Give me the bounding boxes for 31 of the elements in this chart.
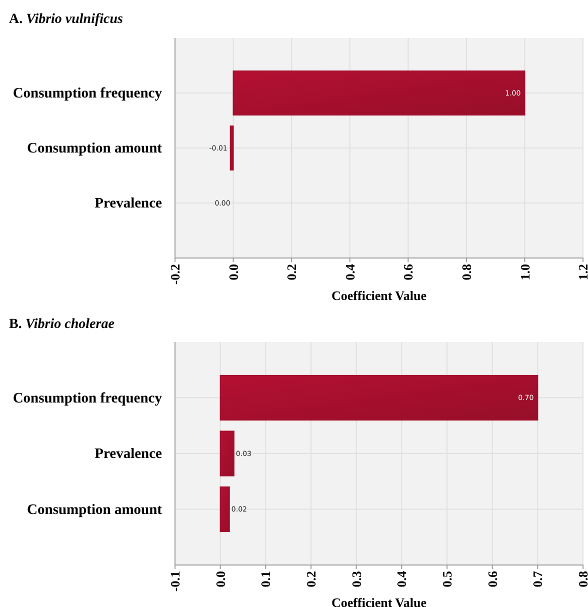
y-tick-label: Consumption frequency	[12, 86, 163, 102]
x-tick-label: 0.3	[348, 570, 364, 588]
x-tick-label: 0.4	[394, 570, 410, 588]
x-tick-label: 1.0	[517, 264, 532, 280]
y-tick-label: Prevalence	[94, 446, 163, 462]
x-tick-label: 0.1	[258, 571, 274, 588]
x-tick-label: 0.7	[530, 570, 546, 588]
x-axis-title: Coefficient Value	[332, 288, 427, 303]
text: B. Vibrio cholerae	[9, 317, 114, 332]
x-tick-label: 0.2	[304, 571, 319, 588]
y-tick-label: Prevalence	[94, 196, 163, 212]
x-tick-label: 0.5	[440, 570, 455, 588]
x-axis-title: Coefficient Value	[332, 595, 427, 607]
x-tick-label: 0.8	[576, 570, 588, 588]
x-tick-label: 0.4	[342, 264, 358, 280]
x-tick-label: 0.2	[284, 264, 300, 280]
chart-title: A. Vibrio vulnificus	[9, 12, 124, 27]
x-tick-label: 0.6	[400, 264, 416, 280]
x-tick-label: 0.0	[212, 571, 228, 588]
bar	[220, 486, 230, 532]
bar	[220, 430, 234, 476]
x-tick-label: 0.8	[458, 264, 474, 280]
x-tick-label: 1.2	[576, 264, 588, 280]
x-tick-label: -0.1	[168, 571, 183, 592]
x-tick-label: 0.0	[226, 264, 241, 280]
x-tick-label: 0.6	[484, 570, 500, 588]
y-tick-label: Consumption amount	[27, 502, 162, 518]
x-tick-label: -0.2	[168, 264, 183, 285]
y-tick-label: Consumption amount	[27, 140, 162, 157]
bar	[220, 374, 538, 421]
y-tick-label: Consumption frequency	[12, 390, 163, 406]
